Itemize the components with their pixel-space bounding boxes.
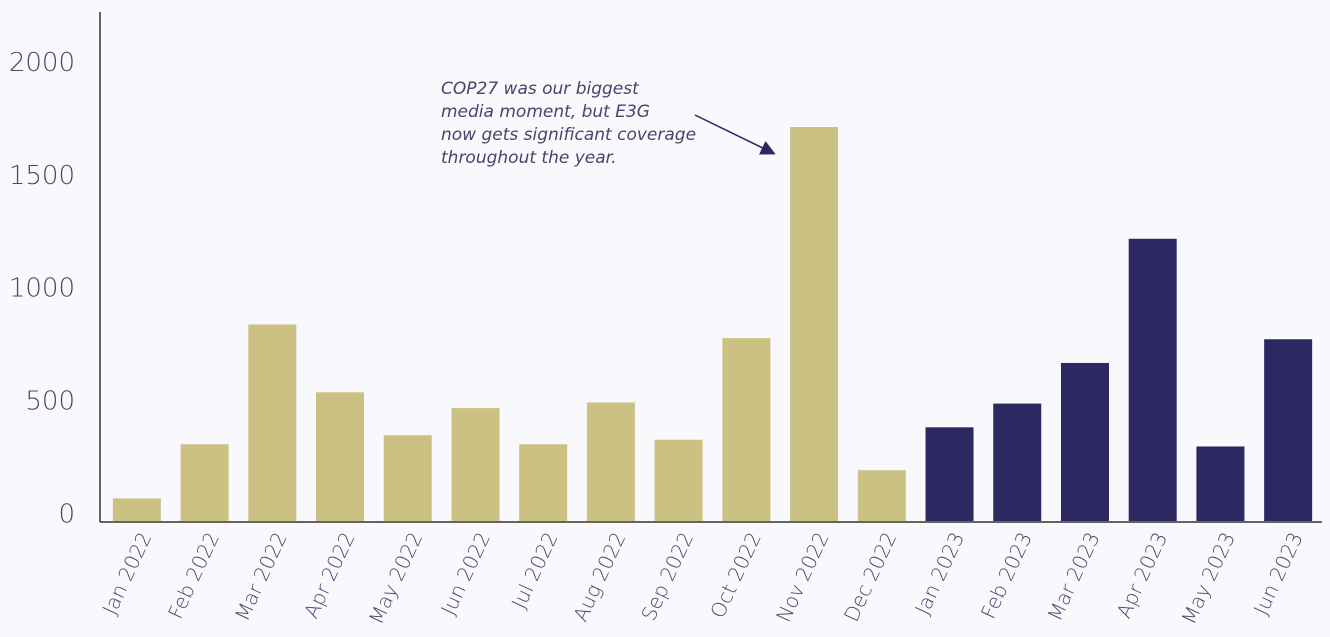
bar (316, 392, 365, 521)
bar (586, 402, 635, 521)
bar (248, 324, 297, 521)
bar (451, 408, 500, 521)
bar (993, 403, 1042, 521)
annotation: media moment, but E3G (441, 102, 650, 122)
bar (857, 470, 906, 521)
annotation: throughout the year. (441, 148, 617, 168)
annotation: COP27 was our biggest (441, 79, 640, 99)
bar (519, 444, 568, 521)
bar (1196, 446, 1245, 521)
annotation-arrow (694, 114, 776, 155)
bar (722, 338, 771, 521)
bar (1128, 238, 1177, 521)
bar (925, 427, 974, 521)
bar (180, 444, 229, 521)
y-tick-label: 2000 (9, 48, 75, 78)
bar (1264, 339, 1313, 521)
y-tick-label: 0 (58, 500, 75, 530)
y-tick-label: 500 (25, 387, 75, 417)
y-tick-label: 1500 (9, 161, 75, 191)
bar (112, 498, 161, 521)
annotation: now gets significant coverage (441, 125, 696, 145)
bar (1060, 362, 1109, 521)
bar (654, 439, 703, 521)
bar (383, 435, 432, 521)
bar (790, 127, 839, 522)
y-tick-label: 1000 (9, 274, 75, 304)
